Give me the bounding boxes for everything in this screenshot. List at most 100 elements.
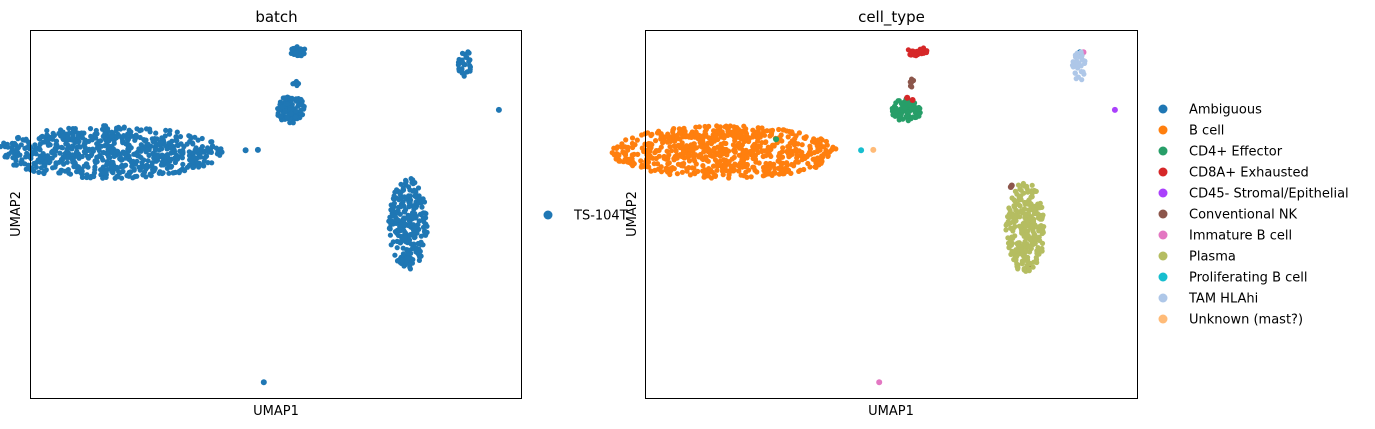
data-point bbox=[163, 127, 169, 133]
legend-label: TAM HLAhi bbox=[1188, 292, 1258, 307]
data-point bbox=[38, 156, 44, 162]
data-point bbox=[679, 140, 685, 146]
data-point bbox=[740, 135, 746, 141]
data-point bbox=[776, 157, 782, 163]
data-point bbox=[711, 152, 717, 158]
data-point bbox=[805, 160, 811, 167]
data-point bbox=[390, 204, 397, 210]
data-point bbox=[616, 158, 622, 164]
data-point bbox=[1017, 186, 1023, 192]
data-point bbox=[134, 126, 140, 132]
data-point bbox=[622, 152, 629, 158]
data-point bbox=[290, 120, 296, 126]
data-point bbox=[629, 152, 635, 158]
data-point bbox=[33, 151, 39, 157]
legend-label: CD4+ Effector bbox=[1189, 145, 1283, 160]
data-point bbox=[71, 128, 77, 134]
data-point bbox=[821, 151, 827, 157]
data-point bbox=[159, 152, 165, 158]
data-point bbox=[673, 148, 679, 154]
legend: TS-104T bbox=[543, 209, 628, 224]
data-point bbox=[895, 98, 901, 104]
legend-label: Conventional NK bbox=[1189, 208, 1298, 223]
data-point bbox=[387, 232, 393, 238]
data-point bbox=[1029, 182, 1035, 188]
data-point bbox=[750, 155, 756, 162]
data-point bbox=[763, 167, 769, 173]
data-point bbox=[691, 165, 697, 171]
data-point bbox=[60, 129, 66, 135]
data-point bbox=[779, 149, 785, 155]
legend-label: CD8A+ Exhausted bbox=[1189, 166, 1309, 181]
data-point bbox=[629, 135, 636, 141]
data-point bbox=[92, 164, 98, 170]
data-point bbox=[405, 255, 411, 261]
data-point bbox=[705, 158, 711, 164]
data-point bbox=[876, 379, 883, 386]
data-point bbox=[121, 124, 127, 130]
data-point bbox=[260, 379, 267, 386]
data-point bbox=[741, 123, 747, 129]
data-point bbox=[116, 133, 122, 139]
data-point bbox=[100, 157, 106, 163]
umap-panel-batch: batch UMAP1 UMAP2 TS-104T bbox=[0, 8, 628, 419]
data-point bbox=[734, 129, 740, 135]
data-point bbox=[739, 156, 745, 162]
data-point bbox=[401, 224, 407, 230]
legend-marker bbox=[1158, 167, 1168, 177]
data-point bbox=[413, 245, 419, 251]
data-point bbox=[85, 155, 92, 161]
data-point bbox=[37, 147, 43, 153]
data-point bbox=[93, 160, 99, 166]
data-point bbox=[114, 166, 120, 172]
data-point bbox=[386, 225, 392, 231]
data-point bbox=[184, 164, 191, 170]
data-point bbox=[33, 160, 39, 166]
data-point bbox=[1026, 268, 1032, 274]
data-point bbox=[684, 168, 690, 174]
data-point bbox=[649, 155, 655, 161]
data-point bbox=[764, 171, 770, 177]
data-point bbox=[738, 172, 744, 178]
data-point bbox=[180, 161, 186, 167]
data-point bbox=[858, 147, 865, 154]
data-point bbox=[1027, 200, 1033, 206]
data-point bbox=[158, 162, 164, 168]
data-point bbox=[780, 145, 786, 151]
data-point bbox=[292, 50, 299, 56]
data-point bbox=[412, 188, 418, 194]
data-point bbox=[679, 169, 686, 175]
data-point bbox=[69, 135, 76, 141]
data-point bbox=[159, 146, 165, 152]
data-point bbox=[409, 231, 416, 237]
data-point bbox=[629, 144, 636, 150]
data-point bbox=[422, 210, 428, 216]
data-point bbox=[209, 143, 216, 149]
data-point bbox=[1011, 203, 1017, 209]
legend-marker bbox=[1158, 230, 1168, 240]
data-point bbox=[109, 129, 115, 135]
data-point bbox=[695, 168, 701, 174]
data-point bbox=[808, 151, 814, 157]
data-point bbox=[169, 138, 175, 144]
data-point bbox=[909, 97, 916, 103]
data-point bbox=[748, 174, 754, 180]
data-point bbox=[165, 161, 171, 167]
data-point bbox=[698, 153, 704, 159]
data-point bbox=[778, 168, 784, 174]
data-point bbox=[1013, 207, 1019, 213]
data-point bbox=[146, 152, 152, 158]
data-point bbox=[1027, 215, 1034, 221]
data-point bbox=[635, 151, 641, 157]
data-point bbox=[755, 125, 761, 131]
data-point bbox=[1025, 244, 1032, 250]
data-point bbox=[638, 158, 644, 164]
data-point bbox=[75, 139, 82, 145]
data-point bbox=[658, 133, 664, 139]
data-point bbox=[671, 126, 677, 132]
data-point bbox=[674, 155, 680, 161]
data-point bbox=[905, 118, 911, 124]
data-point bbox=[125, 131, 131, 137]
data-point bbox=[388, 242, 394, 248]
data-point bbox=[50, 148, 56, 154]
